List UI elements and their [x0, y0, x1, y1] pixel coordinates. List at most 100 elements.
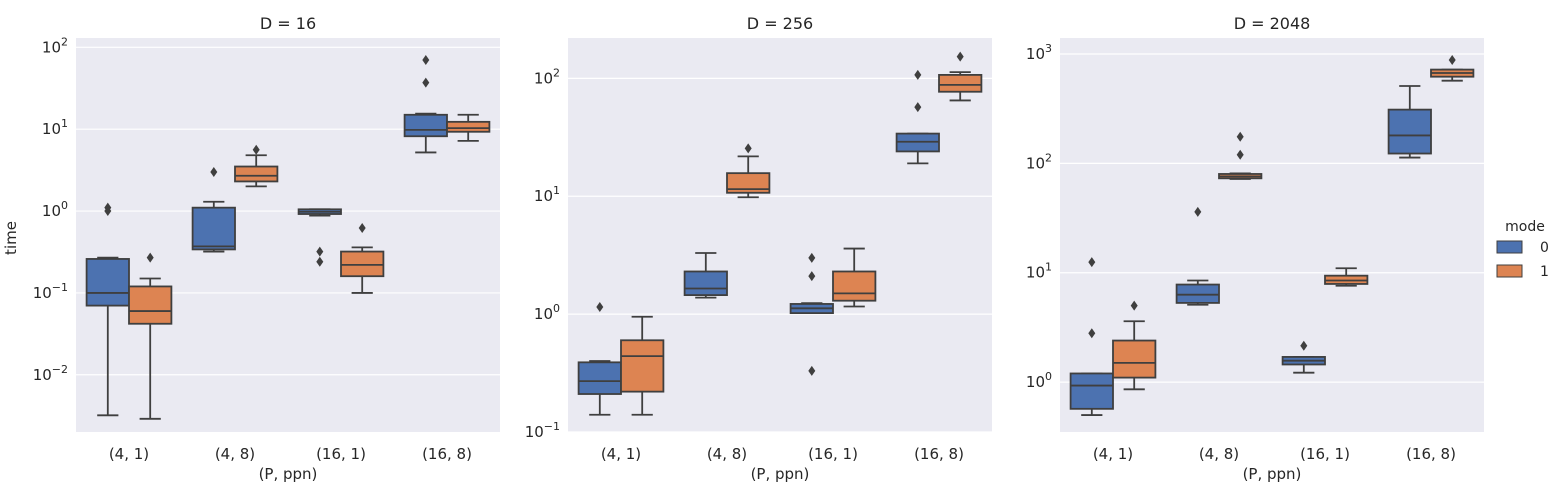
panel-3: 100 101 102 103 (4, 1) (4, 8) (16, 1) (16, 8) D … [1026, 14, 1484, 483]
box-mode-0 [577, 301, 622, 416]
box-mode-1 [620, 315, 665, 416]
x-tick-label: (4, 1) [601, 445, 641, 463]
outlier-point [1236, 149, 1244, 160]
box-mode-1 [1218, 131, 1263, 180]
plot-area [76, 38, 500, 432]
box-mode-1 [340, 223, 385, 294]
outlier-point [914, 69, 922, 80]
panel-title: D = 2048 [1234, 14, 1311, 33]
y-tick-label: 102 [534, 66, 560, 87]
box-mode-1 [234, 144, 279, 188]
y-tick-label: 10−2 [33, 363, 68, 384]
outlier-point [422, 77, 430, 88]
outlier-point [1236, 131, 1244, 142]
outlier-point [808, 271, 816, 282]
outlier-point [1194, 206, 1202, 217]
box [191, 206, 236, 251]
box [620, 339, 665, 393]
box [446, 120, 491, 133]
box-mode-0 [1387, 85, 1432, 159]
outlier-point [104, 202, 112, 213]
x-axis-label: (P, ppn) [751, 465, 810, 483]
y-tick-label: 10−1 [33, 281, 68, 302]
x-axis-label: (P, ppn) [1243, 465, 1302, 483]
box-mode-1 [128, 252, 173, 420]
outlier-point [210, 166, 218, 177]
panel-title: D = 256 [747, 14, 813, 33]
legend-swatch-mode-1 [1496, 264, 1523, 278]
outlier-point [914, 102, 922, 113]
box-mode-1 [1324, 267, 1369, 287]
box-mode-0 [1281, 340, 1326, 374]
panel-1: 10−2 10−1 100 101 102 (4, 1) (4, 8) (16, 1) (16,… [33, 14, 500, 483]
y-tick-label: 102 [1026, 151, 1052, 172]
box [577, 361, 622, 395]
box-mode-0 [1175, 206, 1220, 306]
outlier-point [596, 301, 604, 312]
outlier-point [358, 223, 366, 234]
panels: 10−2 10−1 100 101 102 (4, 1) (4, 8) (16, 1) (16,… [33, 14, 1484, 483]
legend-title: mode [1505, 219, 1545, 235]
y-tick-label: 102 [42, 35, 68, 56]
outlier-point [422, 55, 430, 66]
x-tick-label: (4, 8) [215, 445, 255, 463]
box-mode-0 [297, 208, 342, 267]
box [1175, 283, 1220, 304]
x-tick-label: (16, 1) [316, 445, 366, 463]
outlier-point [1300, 340, 1308, 351]
box [403, 113, 448, 138]
y-tick-label: 100 [1026, 370, 1052, 391]
box [85, 258, 130, 307]
outlier-point [146, 252, 154, 263]
box [234, 165, 279, 183]
outlier-point [744, 143, 752, 154]
outlier-point [1088, 328, 1096, 339]
y-tick-label: 101 [1026, 261, 1052, 282]
outlier-point [1448, 55, 1456, 66]
outlier-point [1088, 257, 1096, 268]
box-mode-0 [1069, 257, 1114, 416]
x-tick-label: (16, 1) [808, 445, 858, 463]
box [340, 250, 385, 278]
box [128, 285, 173, 325]
box [938, 74, 983, 93]
box-mode-1 [1430, 55, 1475, 82]
box-mode-0 [895, 69, 940, 165]
outlier-point [316, 256, 324, 267]
y-tick-label: 101 [42, 117, 68, 138]
x-tick-label: (4, 1) [1093, 445, 1133, 463]
y-tick-label: 10−1 [525, 420, 560, 441]
x-tick-label: (4, 1) [109, 445, 149, 463]
y-tick-label: 100 [534, 302, 560, 323]
legend-swatch-mode-0 [1496, 240, 1523, 254]
x-tick-label: (4, 8) [707, 445, 747, 463]
box [1069, 372, 1114, 410]
legend-label-mode-0: 0 [1540, 240, 1549, 256]
legend: mode 0 1 [1496, 219, 1549, 280]
box [832, 270, 877, 302]
box-mode-1 [1112, 300, 1157, 391]
box-mode-1 [832, 247, 877, 308]
box-mode-0 [191, 166, 236, 253]
x-tick-label: (16, 8) [1406, 445, 1456, 463]
x-tick-label: (16, 8) [914, 445, 964, 463]
legend-label-mode-1: 1 [1540, 264, 1549, 280]
box-mode-1 [726, 143, 771, 199]
box [726, 172, 771, 194]
x-axis-label: (P, ppn) [259, 465, 318, 483]
box-mode-0 [85, 202, 130, 417]
y-tick-label: 101 [534, 184, 560, 205]
box-mode-0 [683, 252, 728, 299]
panel-title: D = 16 [260, 14, 316, 33]
outlier-point [252, 144, 260, 155]
outlier-point [1130, 300, 1138, 311]
box [683, 270, 728, 296]
outlier-point [956, 51, 964, 62]
box-mode-1 [446, 113, 491, 142]
y-tick-label: 100 [42, 199, 68, 220]
y-axis-label: time [2, 221, 20, 255]
panel-2: 10−1 100 101 102 (4, 1) (4, 8) (16, 1) (16, 8) D… [525, 14, 992, 483]
box-mode-0 [403, 55, 448, 154]
x-tick-label: (16, 1) [1300, 445, 1350, 463]
